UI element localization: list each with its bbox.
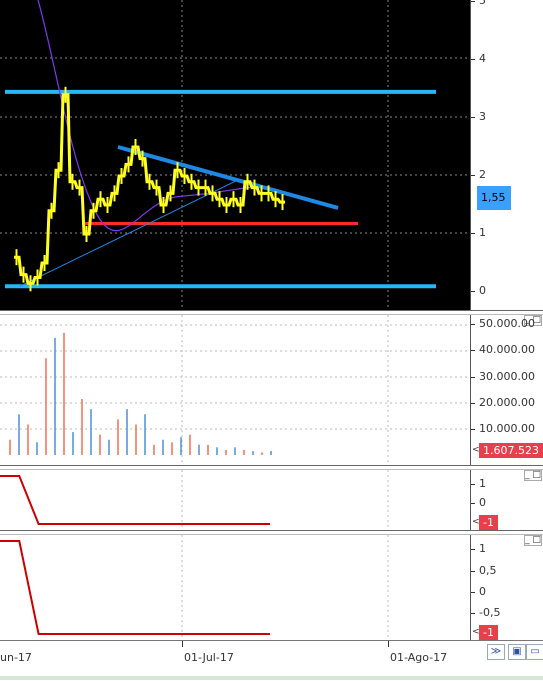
- volume-tick: 40.000.00: [471, 343, 535, 356]
- indicator2-chart[interactable]: [0, 535, 470, 640]
- volume-tick: 20.000.00: [471, 396, 535, 409]
- indicator2-axis[interactable]: _ □ 1 0,5 0 -0,5 -1 <: [470, 535, 543, 640]
- support-trendline: [19, 178, 241, 287]
- time-axis[interactable]: un-17 01-Jul-17 01-Ago-17: [0, 640, 543, 681]
- ind2-value-tag: -1: [479, 625, 498, 640]
- ind1-tick: 0: [471, 496, 486, 509]
- ind2-tick: 0,5: [471, 564, 497, 577]
- volume-axis[interactable]: _ □ 50.000.00 40.000.00 30.000.00 20.000…: [470, 315, 543, 465]
- panel-icon[interactable]: ▭: [526, 644, 543, 660]
- indicator1-pane[interactable]: _ □ 1 0 -1 <: [0, 470, 543, 530]
- axis-arrow-icon: <: [472, 517, 480, 527]
- ind1-value-tag: -1: [479, 515, 498, 530]
- scroll-down-icon[interactable]: ≫: [487, 644, 505, 660]
- ind2-tick: 1: [471, 542, 486, 555]
- ind2-tick: -0,5: [470, 606, 501, 619]
- x-tick: [388, 641, 389, 647]
- pane-separator[interactable]: [0, 465, 543, 470]
- ind2-tick: 0: [471, 585, 486, 598]
- x-label: 01-Jul-17: [184, 651, 234, 664]
- status-strip: [0, 676, 543, 680]
- price-axis[interactable]: 5 4 3 2 1 0 1,55: [470, 0, 543, 310]
- price-tick: 2: [471, 168, 486, 181]
- price-pane[interactable]: 5 4 3 2 1 0 1,55: [0, 0, 543, 310]
- price-tick: 1: [471, 226, 486, 239]
- indicator-line: [0, 475, 270, 525]
- volume-tick: 30.000.00: [471, 370, 535, 383]
- indicator1-axis[interactable]: _ □ 1 0 -1 <: [470, 470, 543, 530]
- volume-pane[interactable]: _ □ 50.000.00 40.000.00 30.000.00 20.000…: [0, 315, 543, 465]
- minimize-button[interactable]: _ □: [524, 535, 542, 546]
- last-price-tag: 1,55: [477, 186, 511, 210]
- indicator2-pane[interactable]: _ □ 1 0,5 0 -0,5 -1 <: [0, 535, 543, 640]
- pane-separator[interactable]: [0, 310, 543, 315]
- indicator1-chart[interactable]: [0, 470, 470, 530]
- x-label: 01-Ago-17: [390, 651, 448, 664]
- resistance-trendline: [117, 145, 339, 210]
- price-tick: 0: [471, 284, 486, 297]
- minimize-button[interactable]: _ □: [524, 470, 542, 481]
- price-tick: 4: [471, 52, 486, 65]
- x-label: un-17: [0, 651, 32, 664]
- save-icon[interactable]: ▣: [508, 644, 526, 660]
- pane-separator[interactable]: [0, 530, 543, 535]
- ind1-tick: 1: [471, 477, 486, 490]
- volume-chart[interactable]: [0, 315, 470, 465]
- price-plot[interactable]: [0, 0, 470, 310]
- last-volume-tag: 1.607.523: [479, 443, 543, 458]
- price-chart[interactable]: [0, 0, 470, 310]
- indicator2-plot[interactable]: [0, 535, 470, 640]
- indicator1-plot[interactable]: [0, 470, 470, 530]
- axis-arrow-icon: <: [472, 627, 480, 637]
- indicator-line: [0, 540, 270, 635]
- x-tick: [182, 641, 183, 647]
- volume-tick: 10.000.00: [471, 422, 535, 435]
- volume-plot[interactable]: [0, 315, 470, 465]
- price-tick: 5: [471, 0, 486, 7]
- minimize-button[interactable]: _ □: [524, 315, 542, 326]
- price-tick: 3: [471, 110, 486, 123]
- volume-tick: 50.000.00: [471, 317, 535, 330]
- axis-arrow-icon: <: [472, 445, 480, 455]
